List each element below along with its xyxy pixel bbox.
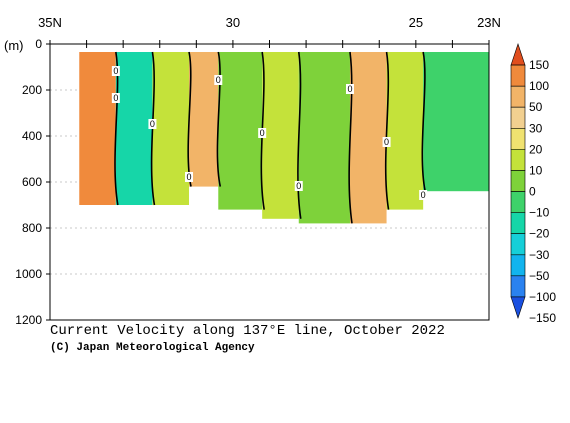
contour-label-bg: [214, 75, 223, 85]
depth-tick-label: 0: [35, 37, 42, 51]
colorbar-segment: [510, 254, 526, 277]
credit-line: (C) Japan Meteorological Agency: [50, 342, 255, 354]
latitude-tick-label: 23N: [477, 15, 501, 30]
colorbar-label: 30: [529, 121, 543, 135]
colorbar-label: 100: [529, 79, 549, 93]
colorbar-segment: [510, 85, 526, 108]
latitude-tick-label: 35N: [38, 15, 62, 30]
colorbar-segment: [510, 149, 526, 171]
contour-label: 0: [113, 93, 118, 103]
latitude-axis: 35N 30 25 23N: [38, 15, 501, 48]
velocity-section: [386, 52, 424, 210]
colorbar-segment: [510, 212, 526, 234]
depth-tick-label: 600: [22, 175, 42, 189]
velocity-section: [152, 52, 190, 205]
contour-label-bg: [111, 93, 120, 103]
contour-label-bg: [185, 172, 194, 182]
y-axis-label: (m): [4, 38, 24, 53]
colorbar-label: 150: [529, 58, 549, 72]
contour-label-bg: [419, 190, 428, 200]
zero-contour-line: [297, 51, 302, 219]
depth-tick-label: 800: [22, 221, 42, 235]
colorbar-label: 0: [529, 185, 536, 199]
colorbar-label: −150: [529, 311, 556, 325]
contour-label-bg: [345, 84, 354, 94]
contour-label: 0: [384, 137, 389, 147]
colorbar-segment: [510, 128, 526, 150]
contour-label: 0: [113, 66, 118, 76]
colorbar-label: −100: [529, 290, 556, 304]
plot-area: 0 0 0 0 0 0 0 0 0 0: [49, 43, 490, 321]
velocity-section: [423, 52, 489, 192]
contour-label-bg: [294, 181, 303, 191]
contour-label: 0: [347, 84, 352, 94]
zero-contour-line: [384, 51, 390, 210]
contour-label: 0: [150, 119, 155, 129]
chart-title: Current Velocity along 137°E line, Octob…: [50, 323, 445, 339]
latitude-tick-label: 30: [226, 15, 240, 30]
colorbar-segment: [510, 275, 526, 298]
zero-contour-line: [216, 51, 222, 187]
colorbar-segment: [510, 64, 526, 87]
contour-labels: 0 0 0 0 0 0 0 0 0 0: [111, 66, 428, 200]
contour-label-bg: [382, 137, 391, 147]
velocity-section: [189, 52, 219, 187]
contour-label: 0: [296, 181, 301, 191]
latitude-tick-label: 25: [409, 15, 423, 30]
colorbar-label: 50: [529, 100, 543, 114]
colorbar-label: 10: [529, 163, 543, 177]
colorbar-segment: [510, 233, 526, 256]
contour-label-bg: [111, 66, 120, 76]
zero-contour-line: [348, 51, 353, 224]
velocity-section: [349, 52, 387, 224]
colorbar-label: −20: [529, 227, 550, 241]
colorbar-label: −50: [529, 269, 550, 283]
velocity-section: [115, 52, 153, 205]
colorbar-label: 20: [529, 142, 543, 156]
velocity-section: [298, 52, 350, 224]
colorbar-label: −30: [529, 248, 550, 262]
colorbar-segment: [510, 296, 526, 319]
depth-axis: 0 200 400 600 800 1000 1200: [15, 37, 50, 327]
contour-label: 0: [260, 128, 265, 138]
zero-contour-line: [260, 51, 265, 210]
depth-tick-label: 1200: [15, 313, 42, 327]
velocity-section: [218, 52, 263, 210]
colorbar-segment: [510, 191, 526, 213]
colorbar-label: −10: [529, 206, 550, 220]
contour-label: 0: [421, 190, 426, 200]
contour-label-bg: [148, 119, 157, 129]
velocity-section: [79, 52, 116, 205]
contour-label-bg: [258, 128, 267, 138]
depth-tick-label: 400: [22, 129, 42, 143]
depth-tick-label: 200: [22, 83, 42, 97]
velocity-section: [262, 52, 299, 219]
velocity-field: [79, 52, 489, 224]
depth-tick-label: 1000: [15, 267, 42, 281]
zero-contour-line: [421, 51, 426, 192]
contour-label: 0: [216, 75, 221, 85]
colorbar-segment: [510, 106, 526, 129]
colorbar-segment: [510, 43, 526, 66]
contour-label: 0: [187, 172, 192, 182]
colorbar-segment: [510, 170, 526, 192]
